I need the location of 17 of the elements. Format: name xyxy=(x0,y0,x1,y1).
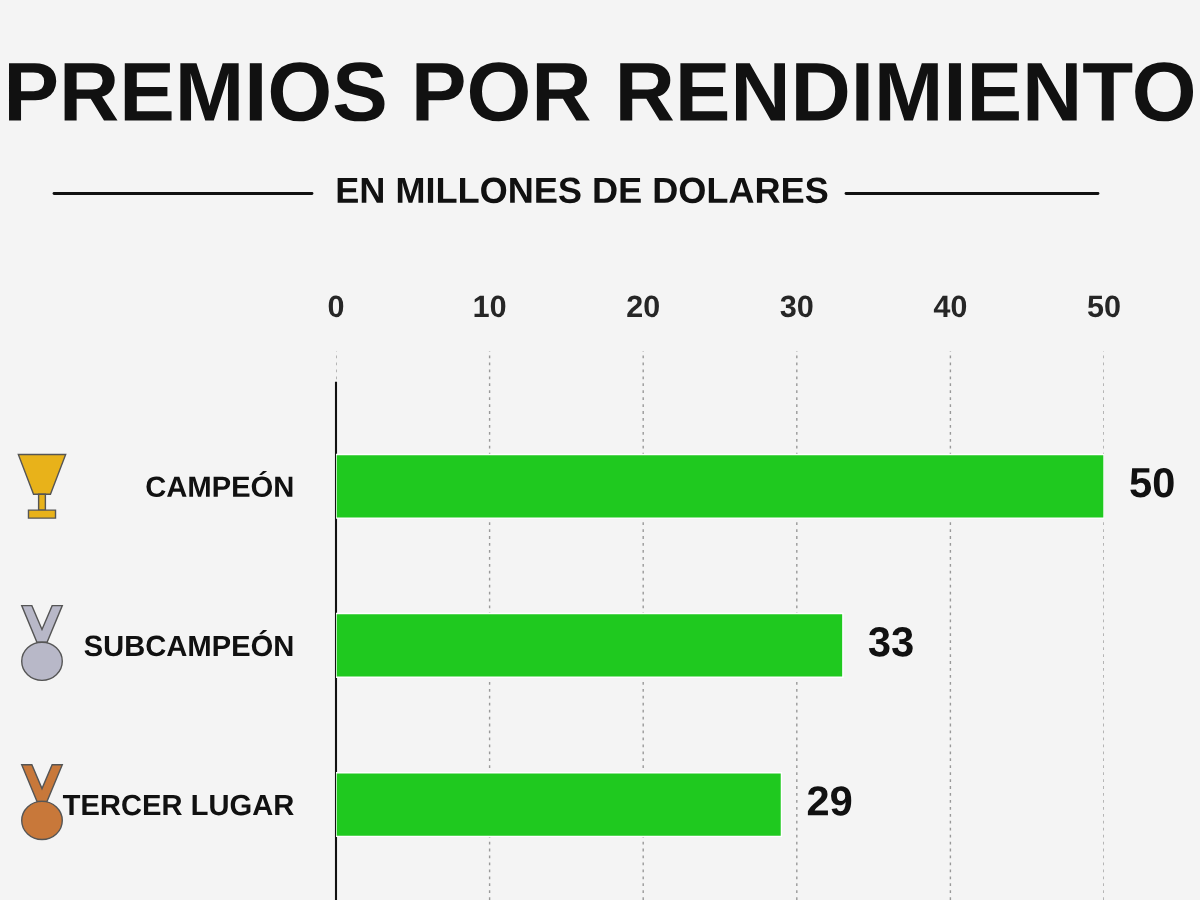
x-tick-label: 10 xyxy=(474,295,506,318)
bar xyxy=(336,612,844,678)
bar xyxy=(336,453,1104,519)
data-label: 33 xyxy=(868,627,913,657)
bar xyxy=(336,772,783,838)
x-tick-label: 20 xyxy=(627,295,659,318)
x-tick-label: 30 xyxy=(780,295,813,318)
x-tick-label: 0 xyxy=(328,295,344,318)
x-tick-label: 40 xyxy=(933,295,967,318)
y-tick-label: CAMPEÓN xyxy=(146,470,293,498)
chart-title: PREMIOS POR RENDIMIENTO xyxy=(9,62,1194,122)
y-tick-label: SUBCAMPEÓN xyxy=(84,630,293,657)
chart-subtitle: EN MILLONES DE DOLARES xyxy=(337,177,828,204)
data-label: 50 xyxy=(1130,467,1174,498)
x-tick-label: 50 xyxy=(1087,295,1120,318)
y-tick-label: TERCER LUGAR xyxy=(62,794,294,816)
data-label: 29 xyxy=(807,786,852,816)
